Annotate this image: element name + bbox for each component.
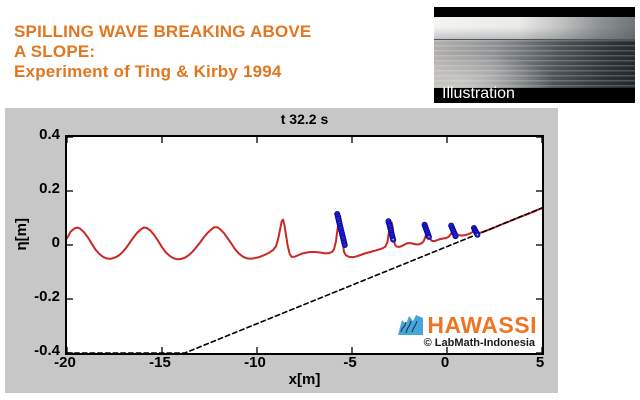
hawassi-logo-text: HAWASSI xyxy=(427,311,537,338)
page-title-line3: Experiment of Ting & Kirby 1994 xyxy=(14,62,282,81)
plot-area: HAWASSI © LabMath-Indonesia xyxy=(65,135,544,355)
x-tick-label: -10 xyxy=(244,354,266,371)
x-tick-label: 0 xyxy=(440,354,450,371)
x-tick-label: -20 xyxy=(54,354,76,371)
photo-sea xyxy=(434,39,635,88)
labmath-caption: © LabMath-Indonesia xyxy=(423,337,535,349)
hawassi-wave-icon xyxy=(398,315,424,335)
y-tick-label: 0.2 xyxy=(39,180,60,197)
page-title: SPILLING WAVE BREAKING ABOVE A SLOPE: Ex… xyxy=(14,22,434,82)
beach-photo xyxy=(434,17,635,88)
y-tick-label: -0.4 xyxy=(34,342,60,359)
x-tick-label: -15 xyxy=(149,354,171,371)
x-axis-label: x[m] xyxy=(288,371,321,388)
hawassi-logo-row: HAWASSI xyxy=(397,313,537,336)
x-tick-label: 5 xyxy=(535,354,545,371)
plot-title: t 32.2 s xyxy=(280,111,329,127)
page-title-line2: A SLOPE: xyxy=(14,42,96,61)
y-tick-label: 0 xyxy=(51,234,60,251)
plot-canvas xyxy=(67,137,542,353)
photo-sky xyxy=(434,17,635,39)
y-tick-label: 0.4 xyxy=(39,126,60,143)
page-title-line1: SPILLING WAVE BREAKING ABOVE xyxy=(14,22,312,41)
hawassi-logo: HAWASSI © LabMath-Indonesia xyxy=(397,313,537,349)
y-tick-label: -0.2 xyxy=(34,288,60,305)
x-tick-label: -5 xyxy=(343,354,357,371)
illustration-label: Illustration xyxy=(442,85,515,102)
wave-plot-figure: t 32.2 s HAWASSI © LabMath-Indonesia η[m… xyxy=(5,108,558,393)
illustration-image: Illustration xyxy=(434,7,635,103)
